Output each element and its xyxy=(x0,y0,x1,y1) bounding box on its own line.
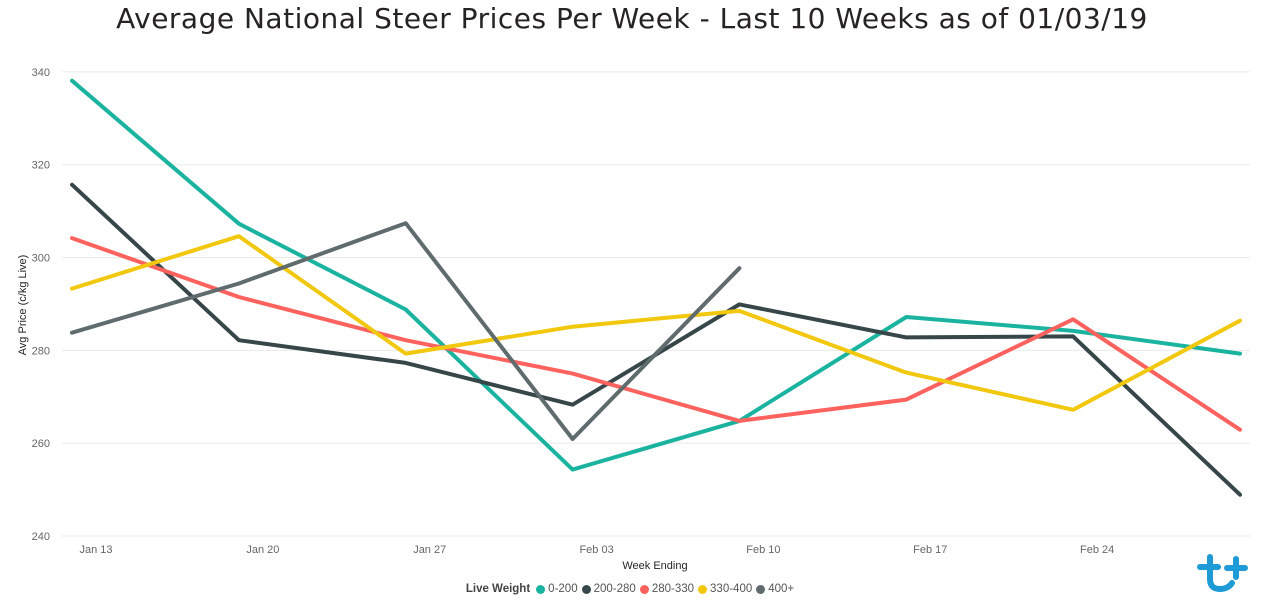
legend-label: 280-330 xyxy=(651,583,695,595)
legend-label: 330-400 xyxy=(710,583,753,595)
legend-marker xyxy=(639,584,649,594)
x-tick-label: Feb 10 xyxy=(746,544,780,556)
y-axis-ticks: 240 260 280 300 320 340 xyxy=(32,67,50,543)
y-tick-label: 280 xyxy=(32,345,50,357)
y-tick-label: 320 xyxy=(32,160,50,172)
legend: Live Weight 0-200 200-280 280-330 330-400 40… xyxy=(0,583,1264,595)
y-tick-label: 240 xyxy=(32,531,50,543)
legend-item[interactable]: 0-200 xyxy=(536,583,578,595)
series-line-280-330 xyxy=(70,236,1242,432)
legend-marker xyxy=(536,584,546,594)
legend-label: 0-200 xyxy=(548,583,578,595)
x-tick-label: Jan 13 xyxy=(79,544,112,556)
x-axis-title: Week Ending xyxy=(622,560,687,572)
x-axis-ticks: Jan 13 Jan 20 Jan 27 Feb 03 Feb 10 Feb 17 Feb … xyxy=(79,544,1114,556)
legend-item[interactable]: 400+ xyxy=(756,583,794,595)
series-line-0-200 xyxy=(70,78,1242,472)
brand-logo-icon xyxy=(1197,554,1248,593)
legend-item[interactable]: 330-400 xyxy=(698,583,752,595)
legend-marker xyxy=(756,584,766,594)
legend-item[interactable]: 280-330 xyxy=(639,583,695,595)
legend-marker xyxy=(581,584,591,594)
series-line-400plus xyxy=(70,221,742,441)
series-line-200-280 xyxy=(70,182,1242,497)
legend-label: 200-280 xyxy=(593,583,636,595)
x-tick-label: Jan 20 xyxy=(246,544,279,556)
series-lines xyxy=(70,78,1242,497)
y-tick-label: 260 xyxy=(32,438,50,450)
y-tick-label: 300 xyxy=(32,253,50,265)
y-axis-title: Avg Price (c/kg Live) xyxy=(17,255,29,356)
legend-title: Live Weight xyxy=(465,583,531,595)
y-tick-label: 340 xyxy=(32,67,50,79)
legend-item[interactable]: 200-280 xyxy=(581,583,636,595)
gridlines xyxy=(62,71,1250,537)
x-tick-label: Feb 03 xyxy=(579,544,613,556)
series-line-330-400 xyxy=(70,234,1242,412)
legend-label: 400+ xyxy=(768,583,795,595)
legend-items: 0-200 200-280 280-330 330-400 400+ xyxy=(536,583,798,595)
chart-title: Average National Steer Prices Per Week -… xyxy=(116,2,1148,35)
x-tick-label: Jan 27 xyxy=(413,544,446,556)
x-tick-label: Feb 17 xyxy=(913,544,947,556)
x-tick-label: Feb 24 xyxy=(1080,544,1114,556)
legend-marker xyxy=(698,584,708,594)
